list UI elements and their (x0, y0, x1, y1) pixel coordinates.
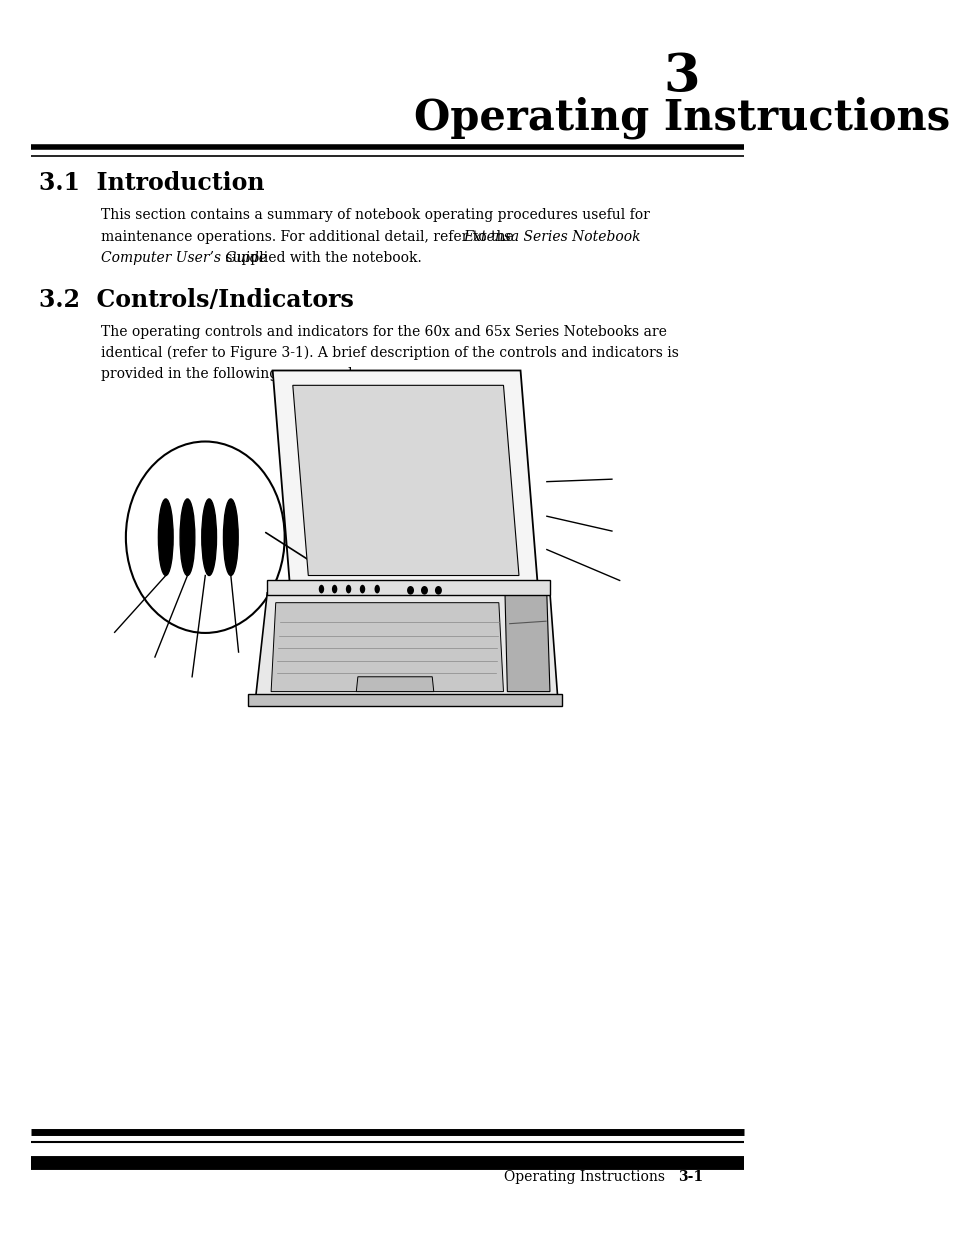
Polygon shape (293, 385, 518, 576)
Text: Extensa Series Notebook: Extensa Series Notebook (463, 230, 640, 245)
Ellipse shape (420, 585, 428, 594)
Text: 3.2  Controls/Indicators: 3.2 Controls/Indicators (39, 288, 354, 312)
Text: The operating controls and indicators for the 60x and 65x Series Notebooks are: The operating controls and indicators fo… (101, 325, 666, 340)
Ellipse shape (318, 585, 324, 594)
Ellipse shape (407, 585, 414, 594)
Ellipse shape (332, 585, 337, 594)
Text: Operating Instructions: Operating Instructions (503, 1170, 673, 1184)
Text: 3.1  Introduction: 3.1 Introduction (39, 170, 264, 195)
Polygon shape (504, 595, 549, 692)
Polygon shape (271, 603, 503, 692)
Ellipse shape (158, 499, 172, 576)
Polygon shape (355, 677, 434, 692)
Polygon shape (273, 370, 537, 593)
Text: Operating Instructions: Operating Instructions (413, 96, 949, 138)
Text: supplied with the notebook.: supplied with the notebook. (220, 251, 421, 266)
Polygon shape (267, 580, 549, 595)
Polygon shape (255, 593, 558, 698)
Text: provided in the following paragraphs.: provided in the following paragraphs. (101, 367, 368, 382)
Text: Computer User’s Guide: Computer User’s Guide (101, 251, 267, 266)
Text: 3: 3 (662, 51, 700, 103)
Ellipse shape (375, 585, 379, 594)
Text: identical (refer to Figure 3-1). A brief description of the controls and indicat: identical (refer to Figure 3-1). A brief… (101, 346, 678, 361)
Ellipse shape (180, 499, 194, 576)
Text: 3-1: 3-1 (677, 1170, 702, 1184)
Ellipse shape (435, 585, 441, 594)
Ellipse shape (359, 585, 365, 594)
Text: This section contains a summary of notebook operating procedures useful for: This section contains a summary of noteb… (101, 207, 649, 222)
Text: maintenance operations. For additional detail, refer to the: maintenance operations. For additional d… (101, 230, 517, 245)
Ellipse shape (346, 585, 351, 594)
Polygon shape (248, 694, 561, 706)
Ellipse shape (223, 499, 238, 576)
Ellipse shape (202, 499, 216, 576)
